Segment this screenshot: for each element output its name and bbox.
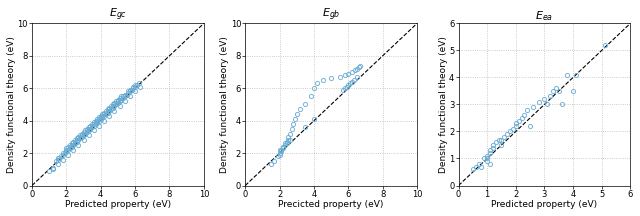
- X-axis label: Predicted property (eV): Predicted property (eV): [65, 200, 171, 209]
- Y-axis label: Density functional theory (eV): Density functional theory (eV): [7, 36, 16, 173]
- Title: $E_{gb}$: $E_{gb}$: [322, 7, 340, 23]
- Title: $E_{gc}$: $E_{gc}$: [109, 7, 127, 23]
- Y-axis label: Density functional theory (eV): Density functional theory (eV): [438, 36, 447, 173]
- X-axis label: Predicted property (eV): Predicted property (eV): [492, 200, 598, 209]
- X-axis label: Precicted property (eV): Precicted property (eV): [278, 200, 384, 209]
- Title: $E_{ea}$: $E_{ea}$: [536, 10, 554, 23]
- Y-axis label: Density functional theory (eV): Density functional theory (eV): [220, 36, 229, 173]
